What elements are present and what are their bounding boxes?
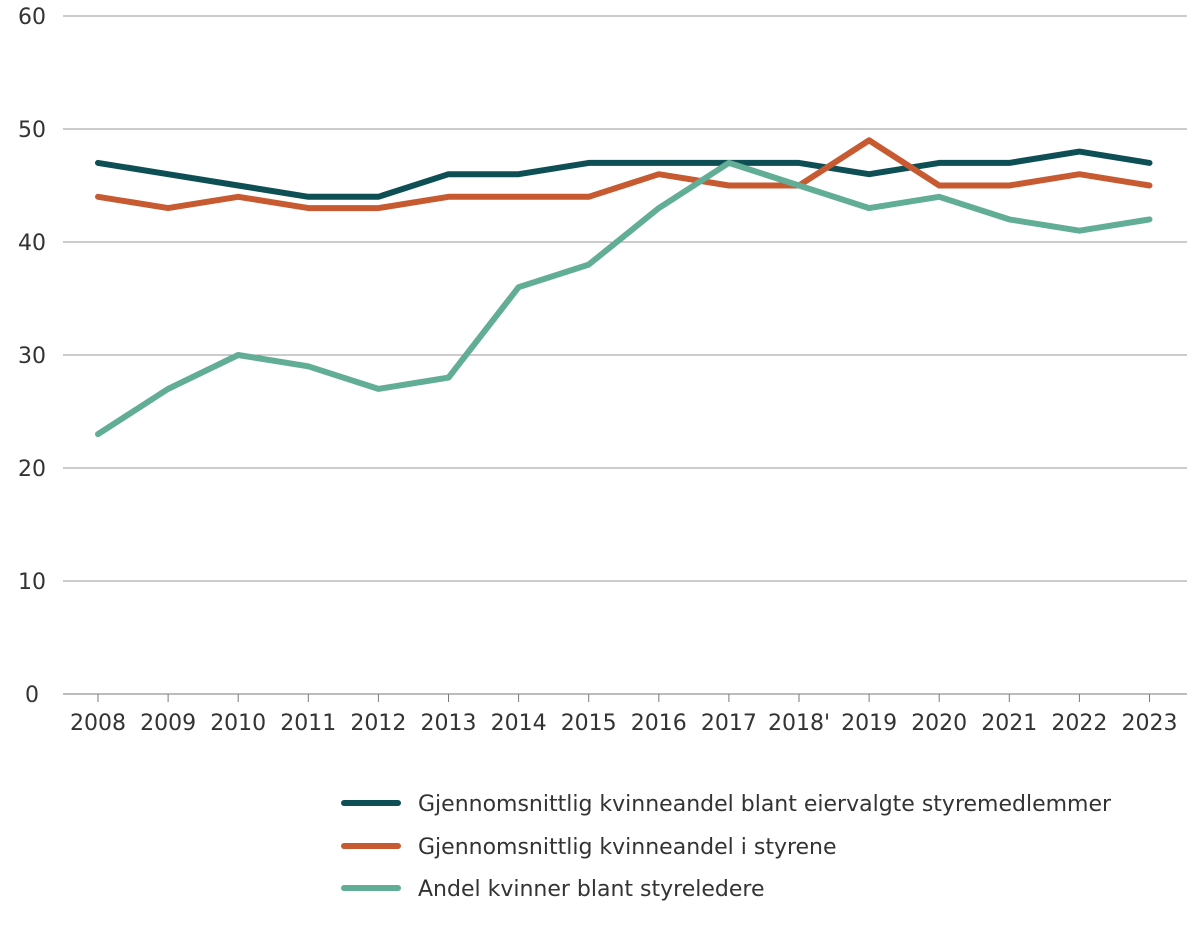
y-tick-label: 0 <box>25 683 39 708</box>
legend-label-1: Gjennomsnittlig kvinneandel blant eierva… <box>418 792 1112 817</box>
y-tick-label: 10 <box>18 570 46 595</box>
legend-label-2: Gjennomsnittlig kvinneandel i styrene <box>418 835 837 860</box>
x-tick-label: 2019 <box>841 711 897 736</box>
x-tick-label: 2011 <box>280 711 336 736</box>
x-tick-label: 2014 <box>491 711 547 736</box>
y-tick-label: 60 <box>18 5 46 30</box>
x-tick-label: 2018' <box>768 711 830 736</box>
series-line-1 <box>95 148 1153 200</box>
series-lines <box>95 137 1153 438</box>
x-tick-label: 2010 <box>210 711 266 736</box>
x-tick-label: 2017 <box>701 711 757 736</box>
x-tick-label: 2020 <box>911 711 967 736</box>
x-tick-label: 2009 <box>140 711 196 736</box>
x-tick-label: 2022 <box>1051 711 1107 736</box>
y-tick-label: 20 <box>18 457 46 482</box>
x-tick-label: 2016 <box>631 711 687 736</box>
x-tick-label: 2021 <box>981 711 1037 736</box>
series-line-3 <box>95 159 1153 438</box>
legend-label-3: Andel kvinner blant styreledere <box>418 877 765 902</box>
y-tick-label: 40 <box>18 231 46 256</box>
x-axis: 2008 2009 2010 2011 2012 2013 2014 2015 2016 2017… <box>63 693 1187 736</box>
y-tick-label: 30 <box>18 344 46 369</box>
series-line-2 <box>95 137 1153 212</box>
x-tick-label: 2013 <box>421 711 477 736</box>
y-axis-tick-labels: 0 10 20 30 40 50 60 <box>18 5 46 708</box>
x-tick-label: 2023 <box>1122 711 1178 736</box>
x-tick-label: 2008 <box>70 711 126 736</box>
legend: Gjennomsnittlig kvinneandel blant eierva… <box>341 792 1112 902</box>
x-tick-label: 2012 <box>350 711 406 736</box>
x-tick-label: 2015 <box>561 711 617 736</box>
y-tick-label: 50 <box>18 118 46 143</box>
gridlines <box>63 15 1187 582</box>
